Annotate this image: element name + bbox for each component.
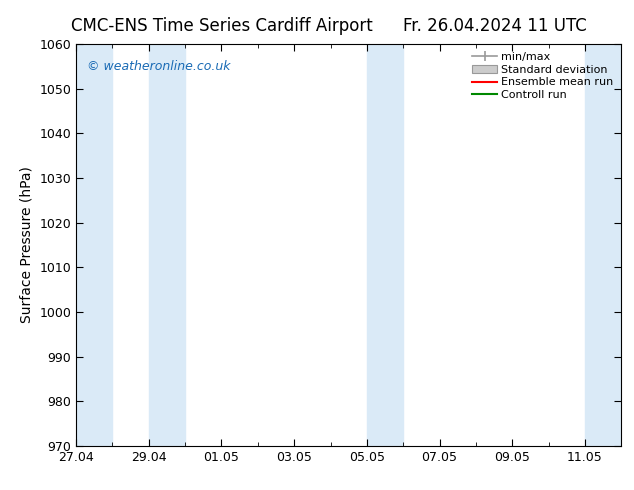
Bar (149, 44, 185, 446)
Y-axis label: Surface Pressure (hPa): Surface Pressure (hPa) (20, 167, 34, 323)
Bar (76, 44, 112, 446)
Legend: min/max, Standard deviation, Ensemble mean run, Controll run: min/max, Standard deviation, Ensemble me… (470, 49, 616, 102)
Text: © weatheronline.co.uk: © weatheronline.co.uk (87, 60, 231, 73)
Bar (367, 44, 403, 446)
Text: Fr. 26.04.2024 11 UTC: Fr. 26.04.2024 11 UTC (403, 17, 586, 35)
Text: CMC-ENS Time Series Cardiff Airport: CMC-ENS Time Series Cardiff Airport (71, 17, 373, 35)
Bar (585, 44, 621, 446)
